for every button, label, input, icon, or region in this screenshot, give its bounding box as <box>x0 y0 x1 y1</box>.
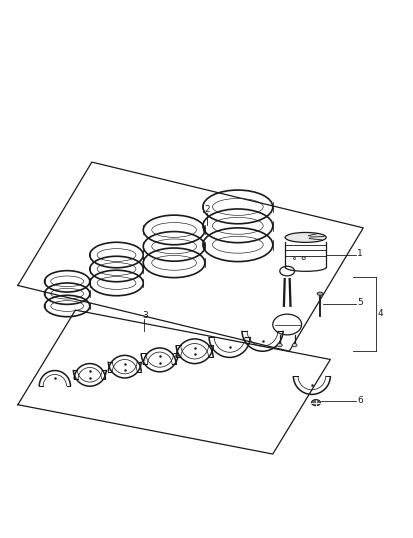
Ellipse shape <box>285 232 325 243</box>
Text: 3: 3 <box>142 311 147 320</box>
Text: 6: 6 <box>356 395 362 405</box>
Ellipse shape <box>292 344 297 347</box>
Ellipse shape <box>277 344 282 347</box>
Ellipse shape <box>311 400 320 406</box>
Ellipse shape <box>316 292 322 295</box>
Text: 1: 1 <box>356 249 362 258</box>
Text: 2: 2 <box>204 206 210 214</box>
Text: 4: 4 <box>377 309 382 318</box>
Text: 5: 5 <box>356 298 362 307</box>
